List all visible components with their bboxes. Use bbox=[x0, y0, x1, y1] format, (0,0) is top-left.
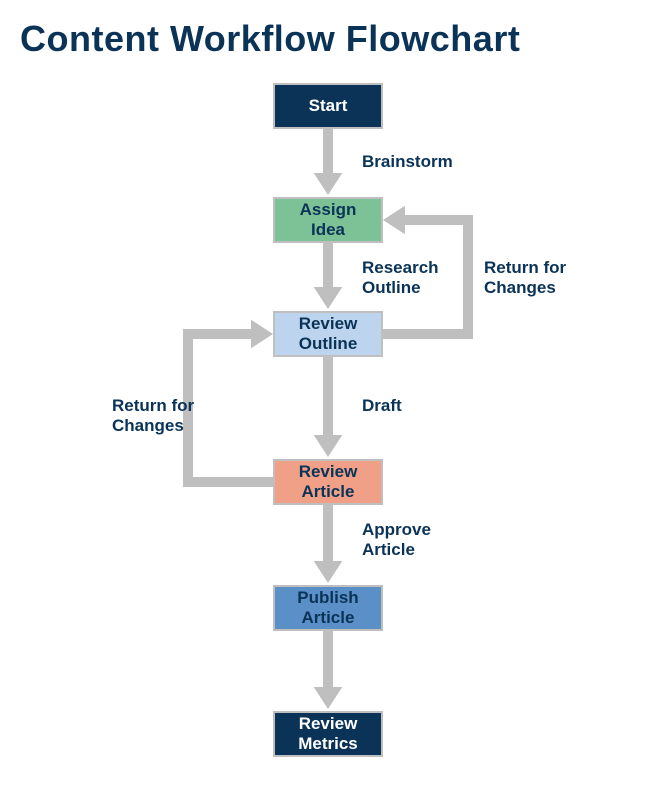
edge-label-research-outline: Research Outline bbox=[362, 258, 439, 297]
edge-label-return-bottom: Return for Changes bbox=[112, 396, 194, 435]
edge-label-draft: Draft bbox=[362, 396, 402, 416]
node-publish-article: Publish Article bbox=[273, 585, 383, 631]
page-title: Content Workflow Flowchart bbox=[20, 18, 520, 60]
node-start: Start bbox=[273, 83, 383, 129]
node-review-metrics: Review Metrics bbox=[273, 711, 383, 757]
edge-label-brainstorm: Brainstorm bbox=[362, 152, 453, 172]
node-review-article: Review Article bbox=[273, 459, 383, 505]
node-review-outline: Review Outline bbox=[273, 311, 383, 357]
edge-label-return-top: Return for Changes bbox=[484, 258, 566, 297]
node-assign-idea: Assign Idea bbox=[273, 197, 383, 243]
edge-label-approve-article: Approve Article bbox=[362, 520, 431, 559]
flowchart-canvas: Content Workflow Flowchart Start Assign … bbox=[0, 0, 656, 792]
